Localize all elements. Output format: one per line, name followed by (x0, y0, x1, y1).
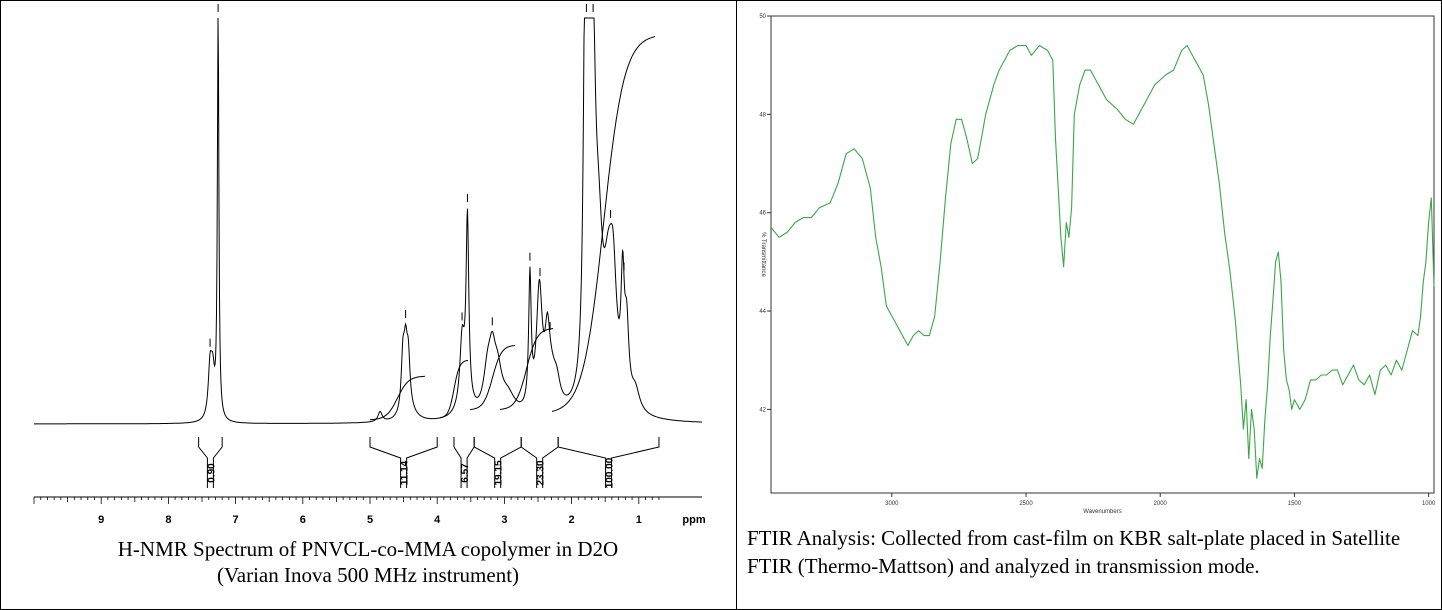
integral-bracket: 100.00 (557, 437, 660, 488)
integral-label: 19.15 (494, 460, 505, 485)
ftir-x-tick-label: 3000 (885, 501, 899, 507)
ftir-figure-cell: 42 44 46 48 50 3000 2500 2000 1500 1000 Wavenumber… (737, 0, 1442, 610)
ftir-x-tick-label: 1500 (1288, 501, 1302, 507)
nmr-x-tick-label: 4 (434, 514, 441, 526)
nmr-caption: H-NMR Spectrum of PNVCL-co-MMA copolymer… (0, 536, 736, 588)
nmr-x-tick-label: 2 (569, 514, 575, 526)
ftir-plot-frame (770, 15, 1435, 494)
nmr-figure-cell: 0.90 11.14 6.57 19.15 23.30 100.00 9 8 7 6 5 4 3 2 1 pp… (0, 4, 736, 588)
ftir-y-tick-label: 44 (759, 309, 766, 315)
integral-curve (369, 375, 426, 421)
integral-curve (551, 36, 656, 412)
column-divider (736, 0, 737, 610)
ftir-x-tick-label: 2000 (1154, 501, 1168, 507)
nmr-spectrum-chart: 0.90 11.14 6.57 19.15 23.30 100.00 9 8 7 6 5 4 3 2 1 pp… (33, 4, 706, 526)
ftir-trace (770, 44, 1435, 479)
nmr-trace (34, 17, 703, 425)
ftir-spectrum-chart: 42 44 46 48 50 3000 2500 2000 1500 1000 Wavenumber… (759, 14, 1436, 515)
nmr-x-unit: ppm (682, 514, 705, 526)
integral-label: 23.30 (536, 460, 547, 485)
integral-label: 100.00 (605, 457, 616, 488)
integral-bracket: 11.14 (369, 437, 438, 488)
integral-curve (469, 344, 516, 411)
ftir-y-tick-label: 42 (759, 407, 766, 413)
integral-label: 6.57 (460, 463, 471, 483)
nmr-x-tick-label: 9 (98, 514, 104, 526)
integral-bracket: 19.15 (473, 437, 522, 488)
ftir-y-axis-label: % Transmittance (760, 232, 766, 277)
ftir-caption: FTIR Analysis: Collected from cast-film … (747, 526, 1401, 578)
nmr-x-tick-label: 3 (501, 514, 507, 526)
ftir-y-tick-label: 50 (759, 14, 766, 20)
ftir-y-tick-label: 46 (759, 211, 766, 217)
integral-curve (499, 328, 554, 410)
nmr-x-tick-label: 5 (367, 514, 373, 526)
ftir-x-tick-label: 2500 (1019, 501, 1033, 507)
integral-curve (439, 359, 469, 419)
nmr-x-tick-label: 8 (165, 514, 171, 526)
ftir-x-axis-label: Wavenumbers (1083, 509, 1121, 515)
integral-bracket: 0.90 (198, 437, 223, 488)
nmr-caption-line1: H-NMR Spectrum of PNVCL-co-MMA copolymer… (117, 537, 619, 561)
nmr-x-tick-label: 1 (636, 514, 642, 526)
integral-bracket: 23.30 (520, 437, 559, 488)
ftir-y-tick-label: 48 (759, 112, 766, 118)
integral-bracket: 6.57 (453, 437, 475, 488)
nmr-x-tick-label: 6 (300, 514, 306, 526)
nmr-x-tick-label: 7 (233, 514, 239, 526)
integral-label: 0.90 (206, 463, 217, 483)
nmr-caption-line2: (Varian Inova 500 MHz instrument) (216, 563, 520, 587)
ftir-x-tick-label: 1000 (1422, 501, 1436, 507)
integral-label: 11.14 (400, 460, 411, 485)
